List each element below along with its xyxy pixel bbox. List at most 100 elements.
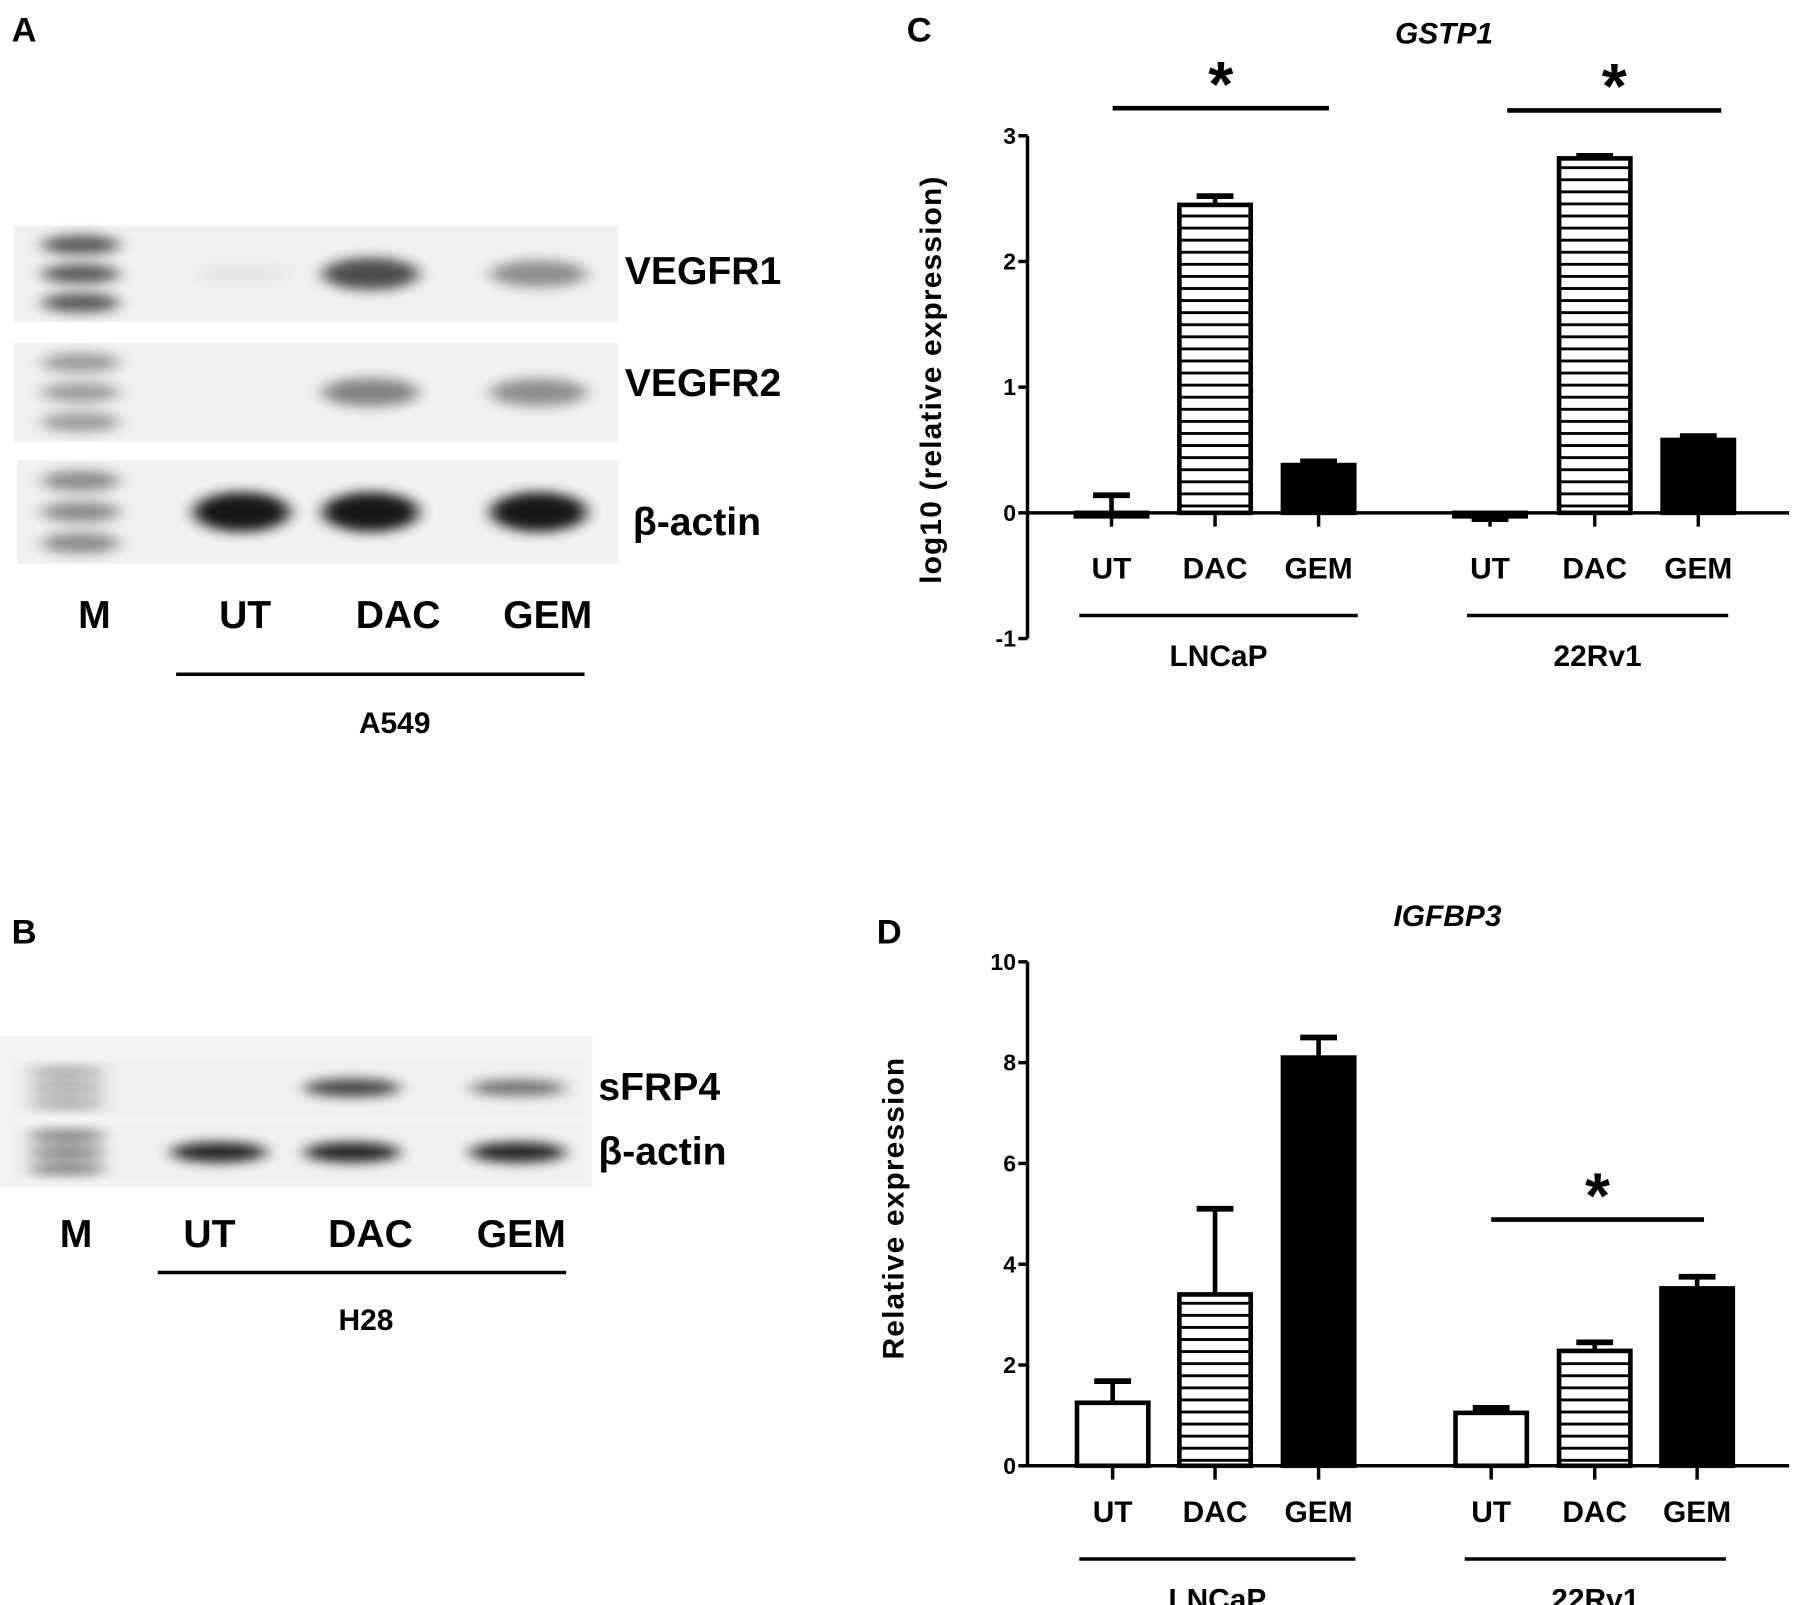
marker-ladder-band [41,293,120,313]
y-tick-label: 3 [1003,123,1016,149]
gel-strips-b [11,1061,584,1180]
chart-title-d: IGFBP3 [1393,900,1501,933]
y-tick-label: 1 [1003,374,1016,400]
group-label-LNCaP: LNCaP [1168,1584,1266,1605]
bar-LNCaP-GEM [1280,1055,1357,1469]
gel-band [322,378,419,407]
bar-LNCaP-DAC [1177,1292,1254,1469]
lane-label-dac: DAC [356,594,441,637]
marker-ladder-band [41,412,120,432]
y-tick-label: 10 [990,949,1016,975]
panel-letter-b: B [12,913,37,951]
group-label-LNCaP: LNCaP [1169,640,1267,673]
x-tick-label: UT [1093,1496,1133,1529]
gel-band [490,492,587,532]
panel-letter-c: C [907,11,932,49]
x-tick-label: DAC [1562,553,1627,586]
chart-d-igfbp3: D IGFBP3 Relative expression 0 2 4 6 8 10 UT DA… [877,900,1790,1605]
gel-band [490,260,587,288]
y-tick-label: 8 [1003,1050,1016,1076]
gel-band [303,1142,401,1163]
marker-ladder-band [27,1067,106,1078]
x-tick-label: DAC [1183,1496,1248,1529]
y-tick-label: -1 [996,626,1017,652]
x-tick-label: GEM [1664,553,1732,586]
y-tick-label: 0 [1003,1453,1016,1479]
marker-ladder-band [27,1146,106,1158]
x-tick-label: GEM [1285,1496,1353,1529]
bar-22Rv1-GEM [1659,1286,1736,1469]
y-tick-label: 4 [1003,1251,1016,1277]
lane-label-m-b: M [60,1213,93,1256]
panel-letter-a: A [12,11,37,49]
gel-strip-1 [13,342,618,442]
x-tick-label: DAC [1183,553,1248,586]
significance-asterisk: * [1585,1159,1610,1231]
lane-label-ut-b: UT [183,1213,235,1256]
bar-22Rv1-DAC [1556,1348,1633,1469]
gel-band [322,492,419,532]
gel-band [193,264,291,284]
gel-band [469,1079,567,1096]
band-label-beta-actin: β-actin [633,501,761,544]
cell-line-label-a549: A549 [359,707,431,740]
lane-label-m: M [78,594,111,637]
chart-title-c: GSTP1 [1395,18,1493,51]
marker-ladder-band [41,501,120,523]
gel-band [303,1078,401,1097]
bar-22Rv1-GEM [1660,437,1737,516]
gel-band [322,257,419,291]
bar-LNCaP-GEM [1280,462,1357,516]
x-tick-label: UT [1092,553,1132,586]
y-tick-label: 6 [1003,1150,1016,1176]
marker-ladder-band [41,235,120,255]
marker-ladder-band [41,470,120,492]
marker-ladder-band [27,1098,106,1109]
bar-22Rv1-DAC [1556,156,1633,516]
lane-label-dac-b: DAC [328,1213,413,1256]
band-label-vegfr1: VEGFR1 [625,250,781,293]
y-tick-label: 2 [1003,249,1016,275]
cell-line-label-h28: H28 [339,1304,394,1337]
chart-c-gstp1: C GSTP1 log10 (relative expression) -1 0 1… [907,11,1790,673]
group-label-22Rv1: 22Rv1 [1551,1584,1639,1605]
x-tick-label: GEM [1663,1496,1731,1529]
significance-asterisk: * [1208,48,1233,120]
panel-letter-d: D [877,913,902,951]
gel-strip-2 [17,460,618,564]
marker-ladder-band [41,352,120,373]
marker-ladder-band [27,1082,106,1094]
marker-ladder-band [27,1130,106,1142]
x-tick-label: DAC [1562,1496,1627,1529]
panel-b-gel: B sFRP4 β-actin M UT DAC GEM H28 [0,913,727,1337]
y-axis-label-d: Relative expression [877,1057,910,1360]
bar-22Rv1-UT [1453,1410,1530,1469]
gel-strip-0 [11,1061,584,1114]
bar-LNCaP-UT [1074,1400,1151,1469]
lane-label-gem-b: GEM [477,1213,566,1256]
x-tick-label: GEM [1285,553,1353,586]
panel-a-gel: A VEGFR1 VEGFR2 β-actin M UT DAC GEM A54… [12,11,782,739]
gel-band [170,1142,268,1163]
bar-LNCaP-DAC [1177,202,1254,516]
gel-band [193,492,291,532]
x-tick-label: UT [1471,1496,1511,1529]
band-label-beta-actin-b: β-actin [598,1130,726,1173]
marker-ladder-band [27,1163,106,1174]
marker-ladder-band [41,532,120,554]
gel-strips-a [13,225,618,564]
gel-band [490,378,587,407]
lane-label-ut: UT [219,594,271,637]
y-tick-label: 2 [1003,1352,1016,1378]
significance-asterisk: * [1602,50,1627,122]
gel-strip-0 [13,225,618,323]
marker-ladder-band [41,264,120,284]
x-tick-label: UT [1470,553,1510,586]
y-axis-label-c: log10 (relative expression) [915,175,948,583]
band-label-vegfr2: VEGFR2 [625,362,781,405]
lane-label-gem: GEM [503,594,592,637]
gel-strip-1 [11,1125,584,1180]
marker-ladder-band [41,382,120,403]
group-label-22Rv1: 22Rv1 [1554,640,1642,673]
